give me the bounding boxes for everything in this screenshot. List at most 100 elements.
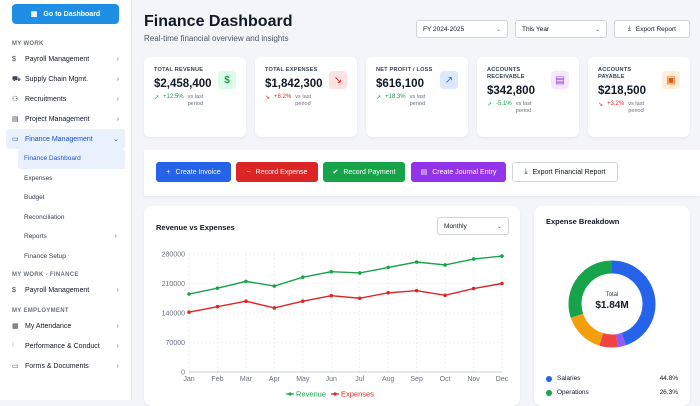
kpi-label: NET PROFIT / LOSS <box>376 67 433 73</box>
chevron-right-icon: › <box>116 75 119 83</box>
download-icon: ⤓ <box>628 25 631 32</box>
x-tick-label: Mar <box>240 376 253 383</box>
kpi-value: $342,800 <box>487 85 535 97</box>
sub-finance-setup[interactable]: Finance Setup <box>24 252 66 260</box>
truck-icon: ⛟ <box>12 75 21 83</box>
grid-icon: ▦ <box>30 11 38 18</box>
section-my-employment: MY EMPLOYMENT <box>12 308 69 314</box>
sidebar-item-supply-chain[interactable]: ⛟ Supply Chain Mgmt. › <box>12 75 119 83</box>
kpi-vs: vs last period <box>187 94 204 107</box>
sub-reports[interactable]: Reports › <box>24 233 117 241</box>
panel-title: Expense Breakdown <box>546 217 620 226</box>
sidebar-item-performance[interactable]: ⫶ Performance & Conduct › <box>12 342 119 350</box>
sidebar-item-payroll[interactable]: $ Payroll Management › <box>12 55 119 63</box>
granularity-select[interactable]: Monthly ⌄ <box>437 217 509 235</box>
data-point-revenue <box>301 275 305 279</box>
sub-reconciliation[interactable]: Reconciliation <box>24 213 65 221</box>
period-select[interactable]: This Year ⌄ <box>515 20 607 38</box>
sub-budget[interactable]: Budget <box>24 194 45 202</box>
data-point-expenses <box>301 299 305 303</box>
go-to-dashboard-button[interactable]: ▦ Go to Dashboard <box>12 4 119 24</box>
trend-down-icon: ↘ <box>329 71 347 89</box>
donut-segment-red <box>568 260 656 348</box>
kpi-label: ACCOUNTS PAYABLE <box>598 67 632 80</box>
sidebar-item-attendance[interactable]: ▦ My Attendance › <box>12 322 119 331</box>
donut-segment-operations <box>568 260 656 348</box>
chevron-right-icon: › <box>116 55 119 63</box>
sidebar-item-forms[interactable]: ▭ Forms & Documents › <box>12 362 119 371</box>
y-tick-label: 280000 <box>162 252 185 259</box>
user-plus-icon: ⚇ <box>12 96 19 103</box>
sub-expenses[interactable]: Expenses <box>24 174 53 182</box>
legend-label: Revenue <box>296 390 326 399</box>
chevron-right-icon: › <box>116 115 119 123</box>
sidebar-item-recruitments[interactable]: ⚇ Recruitments › <box>12 95 119 104</box>
sub-finance-dashboard[interactable]: Finance Dashboard <box>18 149 125 169</box>
chevron-right-icon: › <box>116 362 119 370</box>
y-tick-label: 210000 <box>162 281 185 288</box>
kpi-change: +18.3% <box>385 94 406 100</box>
chevron-down-icon: ⌄ <box>495 26 501 33</box>
sidebar-item-payroll-2[interactable]: $ Payroll Management › <box>12 286 119 294</box>
legend-marker <box>333 392 337 396</box>
kpi-change: +8.2% <box>274 94 292 100</box>
kpi-card-expenses: TOTAL EXPENSES $1,842,300 ↘ +8.2% vs last … <box>255 57 357 137</box>
data-point-revenue <box>187 292 191 296</box>
donut-chart <box>568 260 656 348</box>
dollar-icon: $ <box>218 71 236 89</box>
y-tick-label: 0 <box>181 370 185 377</box>
legend-label: Expenses <box>341 390 374 399</box>
create-invoice-button[interactable]: + Create Invoice <box>156 162 231 182</box>
x-tick-label: Jan <box>183 376 194 383</box>
data-point-revenue <box>414 260 419 264</box>
chevron-down-icon: ⌄ <box>496 223 502 230</box>
folder-icon: ▭ <box>12 363 19 370</box>
kpi-change: -5.1% <box>496 101 512 107</box>
kpi-value: $218,500 <box>598 85 646 97</box>
data-point-revenue <box>215 286 220 290</box>
wallet-icon: ▣ <box>662 71 680 89</box>
data-point-revenue <box>357 271 362 275</box>
export-report-button[interactable]: ⤓ Export Report <box>614 20 690 38</box>
arrow-down-icon: ↘ <box>598 102 604 108</box>
data-point-expenses <box>187 310 191 314</box>
fiscal-year-select[interactable]: FY 2024-2025 ⌄ <box>416 20 508 38</box>
series-line-expenses <box>188 282 503 313</box>
arrow-up-icon: ↗ <box>154 95 160 101</box>
sidebar-item-project[interactable]: ▤ Project Management › <box>12 115 119 124</box>
x-tick-label: Sep <box>410 376 423 383</box>
legend-dot <box>546 389 552 396</box>
legend-item-salaries: Salaries 44.8% <box>546 375 678 382</box>
data-point-revenue <box>244 279 248 284</box>
data-point-revenue <box>471 257 476 261</box>
kpi-label: ACCOUNTS RECEIVABLE <box>487 67 525 80</box>
chevron-right-icon: › <box>116 286 119 294</box>
record-expense-button[interactable]: − Record Expense <box>236 162 318 182</box>
kpi-card-payable: ACCOUNTS PAYABLE $218,500 ↘ +3.2% vs last … <box>588 57 690 137</box>
kpi-value: $2,458,400 <box>154 78 212 90</box>
panel-title: Revenue vs Expenses <box>156 223 235 232</box>
series-line-revenue <box>188 255 503 295</box>
kpi-change: +3.2% <box>607 101 625 107</box>
export-financial-report-button[interactable]: ⤓ Export Financial Report <box>512 162 618 182</box>
data-point-revenue <box>443 263 447 267</box>
y-tick-label: 70000 <box>166 340 186 347</box>
chevron-down-icon: ⌄ <box>594 26 600 33</box>
dollar-icon: $ <box>12 55 16 63</box>
sidebar-item-finance[interactable]: ▭ Finance Management ⌄ <box>6 129 125 149</box>
wallet-icon: ▭ <box>12 136 19 143</box>
create-journal-entry-button[interactable]: ▤ Create Journal Entry <box>411 162 506 182</box>
record-payment-button[interactable]: ✔ Record Payment <box>323 162 405 182</box>
chevron-right-icon: › <box>114 233 117 241</box>
data-point-expenses <box>386 290 390 295</box>
kpi-card-revenue: TOTAL REVENUE $2,458,400 ↗ +12.5% vs last … <box>144 57 246 137</box>
data-point-expenses <box>414 288 419 293</box>
section-my-work: MY WORK <box>12 41 44 47</box>
kpi-change: +12.5% <box>163 94 184 100</box>
chevron-right-icon: › <box>116 322 119 330</box>
x-tick-label: Jul <box>355 376 364 383</box>
data-point-expenses <box>357 296 362 301</box>
sidebar: ▦ Go to Dashboard MY WORK $ Payroll Manage… <box>0 0 132 400</box>
kpi-vs: vs last period <box>515 101 532 114</box>
data-point-expenses <box>215 304 220 309</box>
